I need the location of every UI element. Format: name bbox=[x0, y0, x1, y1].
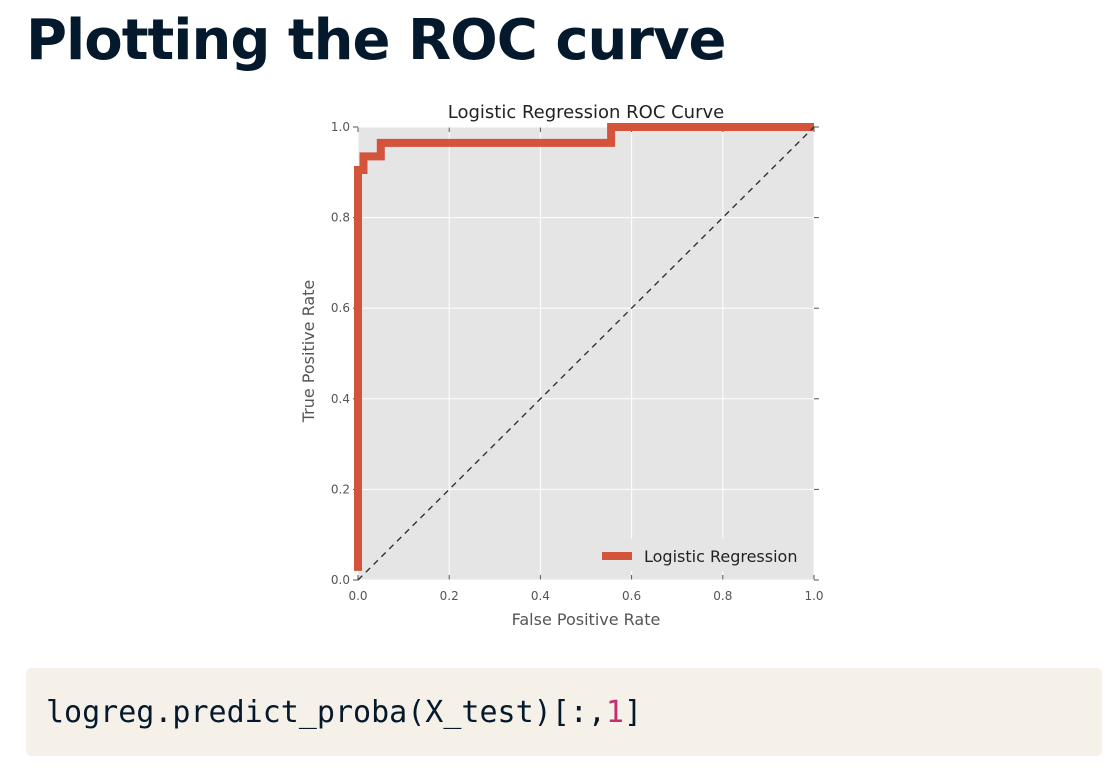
diagonal-reference-line bbox=[357, 126, 815, 581]
page-title: Plotting the ROC curve bbox=[26, 8, 726, 73]
roc-curve-line bbox=[354, 123, 814, 571]
code-number: 1 bbox=[605, 694, 624, 730]
roc-chart: Logistic Regression ROC Curve False Posi… bbox=[299, 102, 824, 629]
y-tick-label: 0.6 bbox=[331, 301, 350, 315]
y-tick-label: 0.0 bbox=[331, 573, 350, 587]
legend-label: Logistic Regression bbox=[644, 547, 797, 566]
x-tick-label: 0.6 bbox=[622, 589, 641, 603]
x-tick-label: 1.0 bbox=[804, 589, 823, 603]
code-suffix: ] bbox=[623, 694, 643, 730]
code-text: logreg.predict_proba(X_test)[:, bbox=[46, 694, 606, 730]
y-tick-label: 0.2 bbox=[331, 482, 350, 496]
x-tick-label: 0.0 bbox=[348, 589, 367, 603]
y-axis-label: True Positive Rate bbox=[299, 280, 318, 424]
y-tick-label: 0.8 bbox=[331, 211, 350, 225]
y-tick-label: 0.4 bbox=[331, 392, 350, 406]
y-tick-label: 1.0 bbox=[331, 120, 350, 134]
code-block: logreg.predict_proba(X_test)[:, 1] bbox=[26, 668, 1102, 756]
x-tick-label: 0.4 bbox=[531, 589, 550, 603]
x-tick-label: 0.2 bbox=[440, 589, 459, 603]
chart-title: Logistic Regression ROC Curve bbox=[448, 102, 724, 123]
x-tick-label: 0.8 bbox=[713, 589, 732, 603]
x-axis-label: False Positive Rate bbox=[512, 610, 661, 629]
